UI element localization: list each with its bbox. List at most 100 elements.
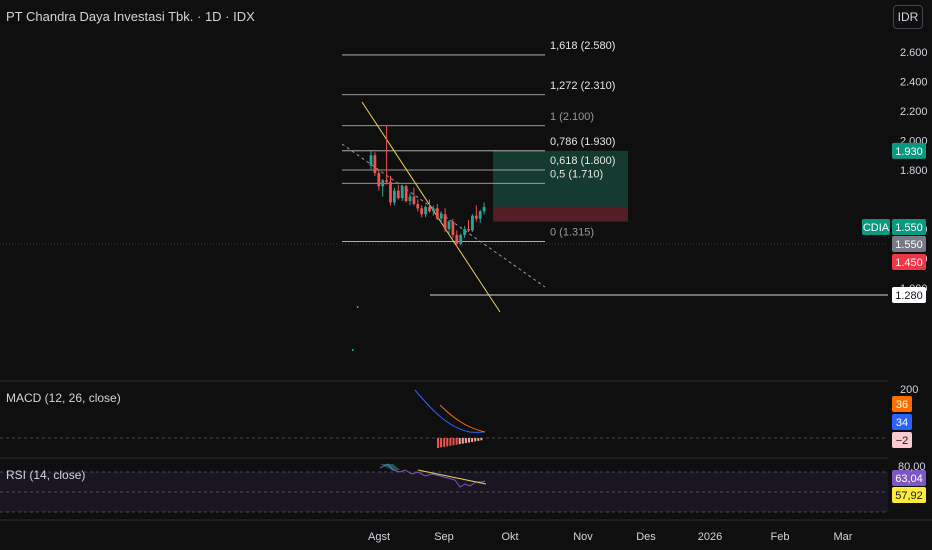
symbol-tag: CDIA — [863, 222, 890, 234]
candle-body — [416, 203, 420, 209]
macd-axis-tick: 200 — [900, 384, 918, 396]
candle-body — [482, 206, 486, 212]
rsi-overbought-fill — [380, 464, 400, 470]
price-tick: 2.200 — [900, 106, 928, 118]
last-price-tag: 1.550 — [895, 222, 923, 234]
macd-signal-tag: 36 — [896, 399, 908, 411]
macd-hist-tag-bg — [892, 432, 912, 448]
support-price-tag-bg — [892, 287, 926, 303]
candle-body — [451, 221, 455, 235]
candle-body — [424, 206, 427, 215]
candle-body — [352, 349, 354, 351]
time-tick: Sep — [434, 531, 454, 543]
time-axis: Agst Sep Okt Nov Des 2026 Feb Mar — [368, 531, 853, 543]
position-zones — [493, 150, 628, 222]
price-axis: 2.6002.4002.2002.0001.8001.4001.2001.000… — [862, 47, 928, 503]
macd-histogram-bar — [437, 438, 439, 448]
fib-label: 0 (1.315) — [550, 227, 594, 239]
macd-histogram-bar — [477, 438, 480, 441]
candle-body — [381, 180, 385, 187]
time-tick: 2026 — [698, 531, 722, 543]
time-tick: Des — [636, 531, 656, 543]
candle-body — [400, 186, 404, 199]
macd-histogram-bar — [471, 438, 474, 442]
candle-body — [467, 229, 470, 231]
rsi-label: RSI (14, close) — [6, 468, 86, 482]
time-tick: Feb — [771, 531, 790, 543]
candle-body — [412, 196, 416, 204]
target-price-tag: 1.930 — [895, 146, 923, 158]
macd-histogram-bar — [455, 438, 458, 445]
candle-body — [357, 306, 359, 308]
candle-body — [393, 190, 396, 203]
fib-label: 0,5 (1.710) — [550, 168, 603, 180]
macd-hist-tag: −2 — [896, 435, 909, 447]
entry-price-tag-bg — [892, 236, 926, 252]
macd-histogram-bar — [446, 438, 449, 447]
candle-body — [369, 155, 373, 166]
macd-histogram-bar — [440, 438, 443, 448]
macd-signal-tag-bg — [892, 396, 912, 412]
rsi-ma-tag-bg — [892, 487, 926, 503]
fib-label: 1 (2.100) — [550, 111, 594, 123]
candlestick-series — [352, 125, 486, 351]
time-tick: Mar — [834, 531, 853, 543]
candle-body — [389, 181, 392, 203]
candle-body — [385, 180, 388, 182]
candle-body — [443, 214, 447, 229]
entry-price-tag: 1.550 — [895, 239, 923, 251]
macd-histogram-bar — [443, 438, 446, 447]
price-tick: 2.600 — [900, 47, 928, 59]
support-price-tag: 1.280 — [895, 290, 923, 302]
candle-body — [404, 186, 408, 201]
candle-body — [408, 196, 412, 201]
rsi-ma-tag: 57,92 — [895, 490, 923, 502]
fib-label: 1,618 (2.580) — [550, 40, 615, 52]
rsi-value-tag-bg — [892, 470, 926, 486]
macd-histogram-bar — [461, 438, 464, 444]
macd-value-tag-bg — [892, 414, 912, 430]
candle-body — [396, 190, 400, 199]
macd-histogram-bar — [449, 438, 452, 446]
candle-body — [373, 155, 377, 173]
fibonacci-levels: 1,618 (2.580) 1,272 (2.310) 1 (2.100) 0,786… — [342, 40, 615, 242]
macd-histogram-bar — [452, 438, 455, 446]
rsi-pane: 80,00 — [0, 461, 926, 513]
macd-histogram-bar — [474, 438, 477, 442]
candle-body — [432, 208, 435, 212]
rsi-value-tag: 63,04 — [895, 473, 923, 485]
target-price-tag-bg — [892, 142, 926, 159]
candle-body — [435, 208, 439, 219]
macd-histogram-bar — [468, 438, 470, 443]
rsi-axis-tick: 80,00 — [898, 461, 926, 473]
macd-value-tag: 34 — [896, 417, 908, 429]
time-tick: Agst — [368, 531, 390, 543]
time-tick: Okt — [501, 531, 518, 543]
candle-body — [420, 208, 424, 215]
chart-title: PT Chandra Daya Investasi Tbk. · 1D · ID… — [6, 9, 255, 24]
macd-histogram-bar — [480, 438, 483, 441]
candle-body — [428, 206, 431, 212]
macd-histogram-bar — [458, 438, 461, 445]
trend-lines — [341, 101, 888, 313]
currency-button[interactable]: IDR — [893, 5, 923, 29]
fib-label: 1,272 (2.310) — [550, 80, 615, 92]
macd-line — [414, 389, 486, 433]
stop-price-tag: 1.450 — [895, 257, 923, 269]
symbol-tag-bg — [862, 219, 890, 235]
candle-body — [459, 234, 463, 244]
fib-label: 0,786 (1.930) — [550, 136, 615, 148]
fib-label: 0,618 (1.800) — [550, 155, 615, 167]
rsi-trend-line — [417, 469, 487, 485]
fib-diagonal — [341, 143, 546, 288]
chart-grid — [0, 243, 932, 521]
stop-zone — [493, 206, 628, 222]
last-price-tag-bg — [892, 219, 926, 235]
macd-pane: 200 — [0, 384, 918, 448]
candle-body — [463, 229, 466, 235]
macd-histogram-bar — [464, 438, 467, 444]
candle-body — [471, 215, 474, 231]
candle-body — [377, 172, 381, 187]
price-tick: 2.400 — [900, 77, 928, 89]
